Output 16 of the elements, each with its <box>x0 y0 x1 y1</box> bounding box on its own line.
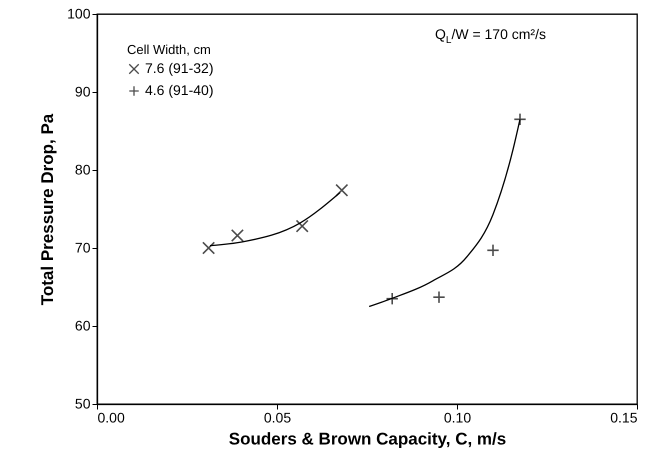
y-tick-label: 100 <box>67 6 91 22</box>
y-tick-label: 50 <box>74 396 91 412</box>
legend-title: Cell Width, cm <box>127 42 211 57</box>
x-tick-label: 0.05 <box>264 410 292 426</box>
x-tick-label: 0.15 <box>610 410 638 426</box>
y-tick-label: 90 <box>74 84 91 100</box>
x-axis-title: Souders & Brown Capacity, C, m/s <box>228 430 506 448</box>
y-axis-title: Total Pressure Drop, Pa <box>38 113 58 306</box>
x-tick-label: 0.00 <box>98 410 125 426</box>
annotation: Q$_{L}$/W = 170 cm²/s <box>435 26 546 46</box>
y-tick-label: 80 <box>74 162 91 178</box>
x-tick-label: 0.10 <box>444 410 472 426</box>
y-tick-label: 60 <box>74 318 91 334</box>
legend-label: 7.6 (91-32) <box>145 60 214 76</box>
legend-label: 4.6 (91-40) <box>145 82 214 98</box>
y-tick-label: 70 <box>74 240 91 256</box>
